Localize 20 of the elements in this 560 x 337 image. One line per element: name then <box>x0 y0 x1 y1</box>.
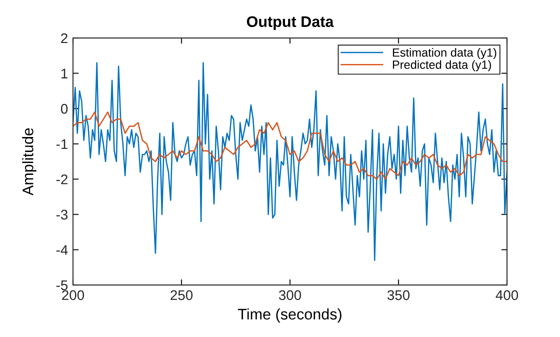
chart-title: Output Data <box>246 16 334 30</box>
line-series <box>73 111 507 180</box>
x-tick-label: 350 <box>387 290 410 300</box>
y-tick-label: -4 <box>56 245 68 255</box>
x-tick-label: 400 <box>496 290 518 300</box>
y-tick-label: -3 <box>56 210 68 220</box>
x-tick-label: 300 <box>278 290 302 300</box>
y-tick-label: 1 <box>61 68 68 78</box>
y-tick-label: -5 <box>56 280 68 290</box>
y-tick-label: -1 <box>56 139 68 149</box>
line-series <box>73 62 507 261</box>
y-tick-label: 2 <box>61 33 68 44</box>
y-tick-label: 0 <box>60 104 68 114</box>
y-tick-label: -2 <box>56 174 68 184</box>
legend-label: Predicted data (y1) <box>392 60 491 72</box>
x-tick-label: 200 <box>62 290 84 300</box>
x-tick-label: 250 <box>170 290 193 300</box>
legend-label: Estimation data (y1) <box>392 48 496 60</box>
x-axis-title: Time (seconds) <box>238 308 342 323</box>
y-axis-title: Amplitude <box>22 128 36 196</box>
